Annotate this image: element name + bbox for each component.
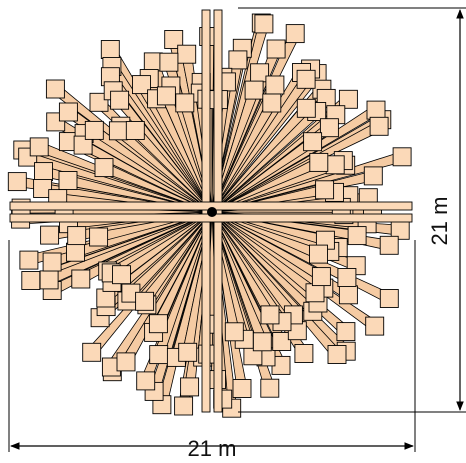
beam-end-cap bbox=[135, 291, 155, 311]
beam-end-cap bbox=[347, 226, 367, 246]
beam-end-cap bbox=[272, 332, 292, 351]
beam-end-cap bbox=[260, 378, 280, 398]
beam-end-cap bbox=[285, 24, 305, 44]
beam-end-cap bbox=[67, 226, 87, 246]
beam-end-cap bbox=[336, 322, 356, 342]
beam-end-cap bbox=[116, 352, 136, 372]
beam-cluster bbox=[7, 9, 413, 418]
beam-end-cap bbox=[89, 227, 109, 247]
beam-end-cap bbox=[178, 342, 198, 362]
beam-end-cap bbox=[45, 79, 65, 99]
beam-end-cap bbox=[337, 268, 357, 287]
beam-end-cap bbox=[132, 75, 151, 95]
beam-end-cap bbox=[260, 305, 280, 325]
beam-end-cap bbox=[303, 132, 323, 152]
beam-end-cap bbox=[180, 377, 200, 397]
beam-end-cap bbox=[232, 379, 252, 398]
beam-end-cap bbox=[112, 265, 131, 285]
beam-end-cap bbox=[309, 244, 328, 264]
beam-end-cap bbox=[19, 250, 39, 270]
beam-end-cap bbox=[392, 147, 412, 167]
beam-end-cap bbox=[149, 345, 169, 365]
beam-end-cap bbox=[7, 172, 27, 192]
beam-end-cap bbox=[164, 30, 184, 49]
beam-end-cap bbox=[338, 285, 358, 305]
beam-end-cap bbox=[305, 283, 325, 303]
beam-end-cap bbox=[244, 80, 264, 100]
height-dimension: 21 m bbox=[238, 7, 466, 413]
beam-end-cap bbox=[42, 252, 62, 272]
beam-end-cap bbox=[73, 135, 93, 155]
beam-end-cap bbox=[338, 89, 358, 109]
beam-end-cap bbox=[379, 289, 399, 308]
beam-end-cap bbox=[325, 155, 345, 175]
center-point bbox=[207, 207, 217, 217]
beam-end-cap bbox=[33, 179, 53, 198]
beam-end-cap bbox=[252, 332, 272, 352]
beam-end-cap bbox=[296, 69, 316, 89]
beam-end-cap bbox=[228, 50, 248, 70]
beam-end-cap bbox=[379, 235, 399, 255]
beam-end-cap bbox=[39, 270, 59, 290]
beam-end-cap bbox=[100, 40, 120, 59]
width-label: 21 m bbox=[188, 436, 237, 461]
beam-end-cap bbox=[309, 152, 329, 172]
beam-end-cap bbox=[366, 100, 386, 120]
beam-end-cap bbox=[156, 86, 176, 106]
beam-end-cap bbox=[148, 314, 168, 334]
beam-end-cap bbox=[327, 345, 347, 364]
beam-end-cap bbox=[296, 98, 316, 118]
beam-end-cap bbox=[159, 52, 179, 72]
beam-end-cap bbox=[58, 171, 78, 190]
beam-end-cap bbox=[89, 92, 109, 112]
beam-end-cap bbox=[71, 269, 91, 289]
beam-end-cap bbox=[266, 39, 286, 59]
beam-end-cap bbox=[34, 162, 53, 182]
beam-end-cap bbox=[175, 93, 195, 113]
beam-end-cap bbox=[29, 137, 49, 157]
beam-end-cap bbox=[174, 396, 194, 416]
beam-end-cap bbox=[125, 121, 145, 140]
height-label: 21 m bbox=[427, 197, 452, 246]
beam-end-cap bbox=[94, 158, 114, 178]
beam-end-cap bbox=[319, 118, 339, 138]
beam-end-cap bbox=[315, 180, 335, 200]
beam-end-cap bbox=[84, 120, 104, 140]
width-dimension: 21 m bbox=[8, 240, 416, 461]
beam-end-cap bbox=[82, 342, 102, 362]
beam-end-cap bbox=[265, 75, 285, 95]
beam-end-cap bbox=[66, 242, 85, 262]
beam-end-cap bbox=[365, 316, 385, 336]
beam-end-cap bbox=[21, 271, 41, 290]
beam-end-cap bbox=[294, 344, 314, 363]
beam-end-cap bbox=[369, 116, 389, 136]
beam-end-cap bbox=[224, 322, 244, 342]
beam-end-cap bbox=[254, 14, 274, 34]
beam-end-cap bbox=[110, 90, 130, 110]
beam-end-cap bbox=[40, 225, 60, 245]
beam-end-cap bbox=[58, 102, 78, 122]
beam-end-cap bbox=[108, 121, 128, 141]
beam-end-cap bbox=[262, 93, 282, 113]
beam-end-cap bbox=[136, 371, 156, 391]
beam-end-cap bbox=[177, 44, 197, 64]
beam-end-cap bbox=[311, 267, 331, 287]
beam-end-cap bbox=[363, 166, 383, 186]
